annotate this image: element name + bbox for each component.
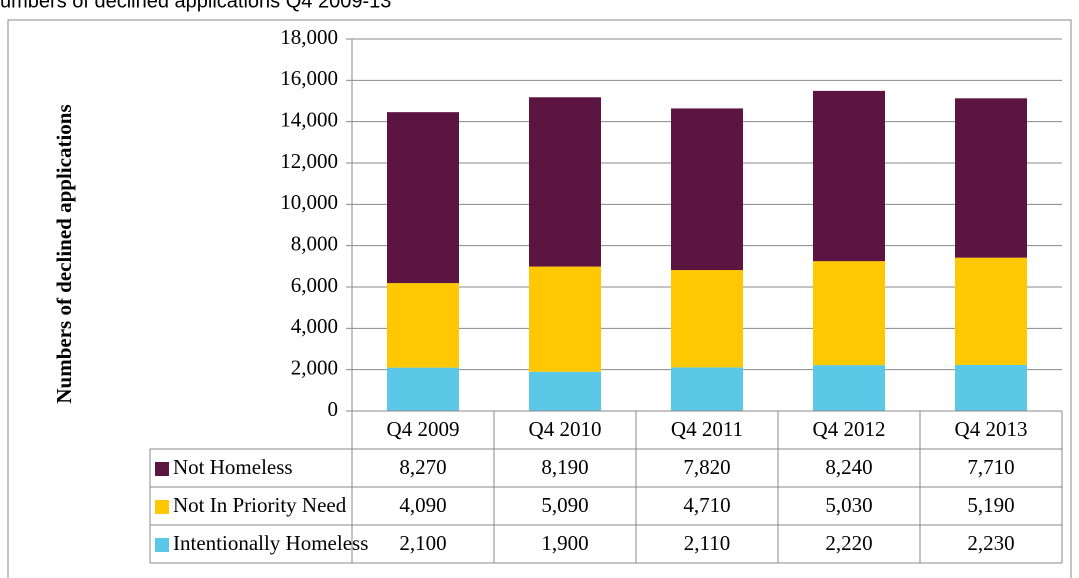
bar-segment: [955, 364, 1027, 411]
bar-segment: [387, 112, 459, 284]
bar-segment: [813, 365, 885, 411]
y-tick-label: 16,000: [280, 66, 338, 90]
y-tick-label: 10,000: [280, 190, 338, 214]
bar-segment: [813, 261, 885, 366]
table-value: 1,900: [541, 531, 588, 555]
bar-segment: [671, 367, 743, 411]
table-value: 8,190: [541, 455, 588, 479]
y-tick-label: 12,000: [280, 149, 338, 173]
y-tick-label: 8,000: [291, 231, 338, 255]
table-value: 5,090: [541, 493, 588, 517]
bar-segment: [387, 367, 459, 411]
bar-segment: [955, 98, 1027, 258]
y-tick-label: 6,000: [291, 273, 338, 297]
table-value: 7,820: [683, 455, 730, 479]
x-tick-label: Q4 2011: [671, 417, 743, 441]
y-tick-label: 14,000: [280, 107, 338, 131]
table-value: 8,270: [399, 455, 446, 479]
y-tick-label: 0: [328, 397, 339, 421]
chart-title: umbers of declined applications Q4 2009-…: [0, 0, 391, 12]
bar-segment: [671, 270, 743, 368]
table-value: 5,030: [825, 493, 872, 517]
legend-swatch: [155, 462, 169, 476]
table-value: 2,230: [967, 531, 1014, 555]
x-tick-label: Q4 2012: [813, 417, 886, 441]
bar-segment: [955, 257, 1027, 365]
bar-segment: [529, 371, 601, 411]
bar-segment: [387, 283, 459, 368]
bar-segment: [529, 266, 601, 372]
y-axis-label: Numbers of declined applications: [52, 104, 76, 403]
x-tick-label: Q4 2010: [529, 417, 602, 441]
y-tick-label: 4,000: [291, 314, 338, 338]
bar-segment: [671, 108, 743, 271]
legend-swatch: [155, 500, 169, 514]
table-value: 2,100: [399, 531, 446, 555]
table-value: 2,220: [825, 531, 872, 555]
legend-label: Not Homeless: [173, 455, 293, 479]
bar-segment: [529, 97, 601, 267]
legend-swatch: [155, 538, 169, 552]
legend-label: Not In Priority Need: [173, 493, 347, 517]
table-value: 5,190: [967, 493, 1014, 517]
x-tick-label: Q4 2009: [387, 417, 460, 441]
table-value: 4,710: [683, 493, 730, 517]
table-value: 7,710: [967, 455, 1014, 479]
table-value: 8,240: [825, 455, 872, 479]
table-value: 2,110: [684, 531, 730, 555]
x-tick-label: Q4 2013: [955, 417, 1028, 441]
table-value: 4,090: [399, 493, 446, 517]
y-tick-label: 2,000: [291, 355, 338, 379]
y-tick-label: 18,000: [280, 25, 338, 49]
chart-frame: [7, 19, 1072, 578]
bar-segment: [813, 90, 885, 262]
legend-label: Intentionally Homeless: [173, 531, 368, 555]
